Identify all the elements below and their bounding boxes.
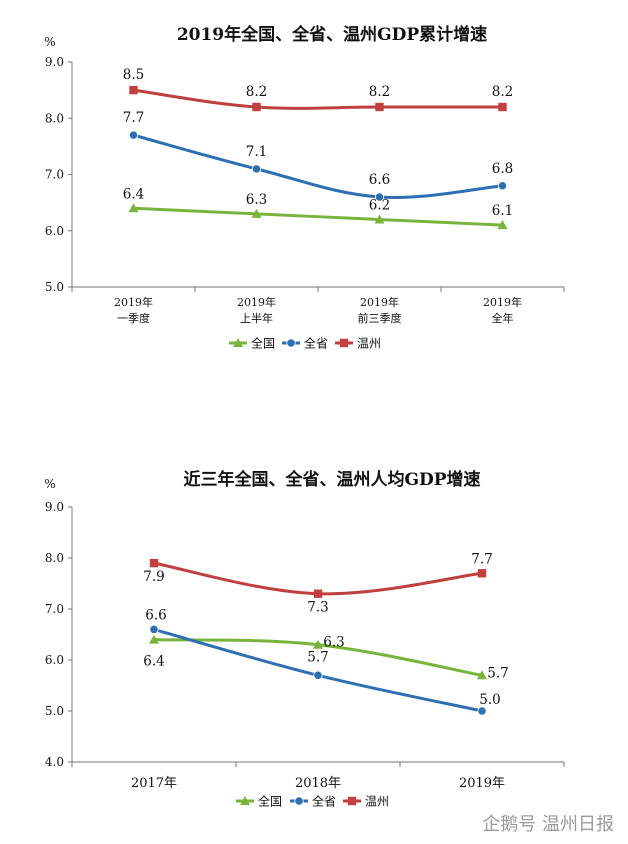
data-label: 7.9 (143, 569, 164, 585)
data-point (129, 85, 138, 95)
y-tick-label: 8.0 (45, 111, 64, 125)
data-point (477, 569, 487, 578)
series-温州: 8.5 8.2 8.2 8.2 (123, 67, 513, 112)
data-point (149, 558, 159, 568)
legend-label: 温州 (365, 795, 389, 809)
legend-marker-全国 (240, 796, 250, 805)
legend-marker-全国 (233, 338, 243, 347)
x-tick-label: 一季度 (117, 311, 150, 325)
data-label: 6.4 (143, 654, 164, 670)
series-line (132, 88, 504, 110)
data-label: 5.7 (307, 649, 328, 665)
data-label: 6.4 (123, 186, 144, 202)
y-tick-label: 9.0 (45, 55, 64, 69)
data-point (128, 130, 139, 140)
data-label: 6.2 (369, 198, 390, 214)
data-label: 7.1 (246, 144, 267, 160)
chart-title: 2019年全国、全省、温州GDP累计增速 (177, 24, 487, 45)
gdp-cumulative-chart: 2019年全国、全省、温州GDP累计增速% 5.0 6.0 7.0 8.0 9.0 2019… (0, 0, 628, 380)
legend-label: 全国 (258, 794, 282, 809)
x-tick-label: 2019年 (360, 295, 399, 309)
data-label: 6.1 (492, 203, 513, 219)
y-tick-label: 5.0 (45, 280, 64, 294)
data-label: 6.6 (369, 172, 390, 188)
data-label: 6.6 (145, 607, 166, 623)
series-温州: 7.9 7.3 7.7 (143, 551, 492, 615)
data-point (252, 102, 261, 112)
per-capita-gdp-chart: 近三年全国、全省、温州人均GDP增速% 4.0 5.0 6.0 7.0 8.0 9.0 201… (0, 440, 628, 820)
legend: 全国 全省 温州 (236, 794, 389, 809)
x-tick-label: 2017年 (131, 776, 177, 791)
y-tick-label: 9.0 (45, 500, 64, 514)
legend-marker-温州 (347, 796, 357, 806)
gdp-cumulative-chart-svg: 2019年全国、全省、温州GDP累计增速% 5.0 6.0 7.0 8.0 9.0 2019… (44, 24, 565, 351)
y-tick-label: 8.0 (45, 551, 64, 565)
legend: 全国 全省 温州 (229, 336, 381, 351)
data-point (497, 220, 508, 230)
series-line (132, 206, 504, 227)
series-全省: 6.6 5.7 5.0 (145, 607, 501, 716)
x-tick-label: 2019年 (459, 776, 505, 791)
data-point (375, 102, 384, 112)
data-label: 8.2 (492, 84, 513, 100)
series-全省: 7.7 7.1 6.6 6.8 (123, 110, 513, 202)
data-point (497, 181, 508, 191)
data-point (251, 164, 262, 174)
data-label: 7.7 (471, 551, 492, 567)
data-point (251, 208, 262, 218)
legend-label: 全国 (251, 336, 275, 351)
data-label: 6.8 (492, 161, 513, 177)
x-tick-label: 2019年 (237, 295, 276, 309)
data-point (313, 639, 323, 649)
data-label: 6.3 (246, 192, 267, 208)
legend-marker-全省 (286, 338, 296, 348)
y-tick-label: 6.0 (45, 653, 64, 667)
x-tick-label: 全年 (492, 311, 514, 325)
data-point (498, 102, 507, 112)
data-point (374, 214, 385, 224)
y-tick-label: 7.0 (45, 602, 64, 616)
legend-marker-全省 (294, 796, 304, 806)
watermark: 企鹅号 温州日报 (482, 814, 614, 835)
x-tick-label: 2019年 (483, 295, 522, 309)
y-axis-unit: % (44, 477, 55, 491)
data-label: 5.7 (487, 665, 508, 681)
data-label: 6.3 (323, 635, 344, 651)
data-point (149, 634, 159, 644)
data-point (313, 589, 323, 598)
legend-label: 温州 (357, 337, 381, 351)
y-tick-label: 6.0 (45, 224, 64, 238)
data-point (477, 706, 487, 716)
data-point (374, 192, 385, 202)
legend-marker-温州 (339, 338, 349, 348)
data-label: 5.0 (479, 692, 500, 708)
data-point (149, 624, 159, 634)
x-tick-label: 前三季度 (358, 311, 402, 325)
data-label: 8.2 (246, 84, 267, 100)
legend-label: 全省 (312, 794, 336, 809)
data-label: 7.3 (307, 600, 328, 616)
series-line (132, 133, 504, 199)
data-point (128, 203, 139, 213)
series-全国: 6.4 6.3 6.2 6.1 (123, 186, 513, 230)
y-axis-unit: % (44, 35, 55, 49)
data-label: 8.5 (123, 67, 144, 83)
x-tick-label: 上半年 (240, 311, 273, 325)
per-capita-gdp-chart-svg: 近三年全国、全省、温州人均GDP增速% 4.0 5.0 6.0 7.0 8.0 9.0 201… (44, 469, 565, 809)
x-tick-label: 2018年 (295, 776, 341, 791)
chart-title: 近三年全国、全省、温州人均GDP增速 (183, 469, 480, 490)
y-tick-label: 5.0 (45, 704, 64, 718)
series-line (152, 561, 484, 596)
data-label: 7.7 (123, 110, 144, 126)
x-tick-label: 2019年 (114, 295, 153, 309)
data-label: 8.2 (369, 84, 390, 100)
data-point (313, 670, 323, 680)
data-point (477, 670, 487, 680)
y-tick-label: 4.0 (45, 755, 64, 769)
y-tick-label: 7.0 (45, 168, 64, 182)
legend-label: 全省 (304, 336, 328, 351)
